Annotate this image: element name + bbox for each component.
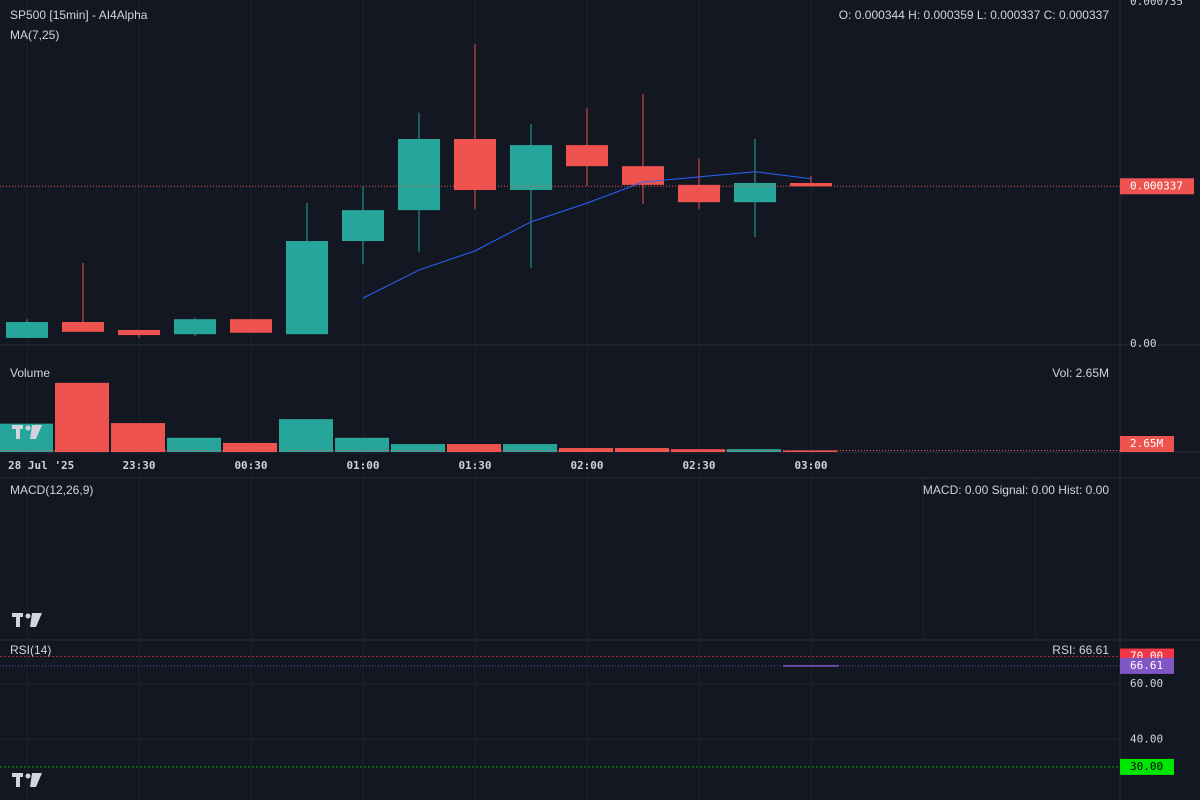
last-price-label: 0.000337 (1130, 179, 1183, 192)
volume-bar (335, 437, 389, 452)
candle-body (510, 145, 552, 191)
x-tick-label: 23:30 (122, 459, 155, 472)
volume-label: 2.65M (1130, 437, 1163, 450)
y-tick-label: 0.000735 (1130, 0, 1183, 8)
logo (12, 773, 42, 787)
level-label: 30.00 (1130, 760, 1163, 773)
plot: 0.00 0.000735 28 Jul '25 23:30 00:30 01:00 01:… (0, 0, 1194, 775)
candle-body (398, 139, 440, 211)
last-price-box (1120, 178, 1194, 195)
volume-bar (503, 444, 557, 452)
volume-bar (223, 442, 277, 452)
candle-body (62, 322, 104, 332)
x-tick-label: 03:00 (794, 459, 827, 472)
volume-bar (279, 419, 333, 452)
volume-bar (671, 449, 725, 452)
macd-title: MACD(12,26,9) (10, 483, 93, 497)
candle-body (6, 322, 48, 338)
candle-body (678, 184, 720, 203)
candle-body (174, 319, 216, 335)
volume-bar (111, 423, 165, 452)
candle-body (342, 210, 384, 242)
x-tick-label: 01:30 (458, 459, 491, 472)
level-box (1120, 758, 1174, 775)
ma-legend: MA(7,25) (10, 28, 59, 42)
candle-body (734, 182, 776, 203)
rsi-value-box (1120, 657, 1174, 674)
volume-bar (783, 450, 837, 452)
ohlc-legend: O: 0.000344 H: 0.000359 L: 0.000337 C: 0… (839, 8, 1110, 22)
chart-title: SP500 [15min] - AI4Alpha (10, 8, 148, 22)
y-tick-label: 60.00 (1130, 677, 1163, 690)
candle-body (230, 319, 272, 333)
volume-bar (391, 444, 445, 452)
candle-body (454, 139, 496, 191)
volume-legend: Vol: 2.65M (1052, 366, 1109, 380)
rsi-title: RSI(14) (10, 643, 51, 657)
y-tick-label: 0.00 (1130, 337, 1157, 350)
volume-bar (167, 437, 221, 452)
x-tick-label: 28 Jul '25 (8, 459, 74, 472)
volume-bar (447, 444, 501, 452)
logo (12, 425, 42, 439)
volume-label-box (1120, 436, 1174, 452)
y-tick-label: 40.00 (1130, 732, 1163, 745)
candle-body (790, 182, 832, 187)
ma-line (362, 171, 812, 299)
x-tick-label: 02:00 (570, 459, 603, 472)
candle-body (622, 166, 664, 185)
rsi-value-label: 66.61 (1130, 659, 1163, 672)
candle-body (566, 145, 608, 167)
macd-legend: MACD: 0.00 Signal: 0.00 Hist: 0.00 (923, 483, 1109, 497)
rsi-legend: RSI: 66.61 (1052, 643, 1109, 657)
x-tick-label: 01:00 (346, 459, 379, 472)
logo (12, 613, 42, 627)
volume-bar (55, 382, 109, 452)
volume-title: Volume (10, 366, 50, 380)
x-tick-label: 02:30 (682, 459, 715, 472)
x-tick-label: 00:30 (234, 459, 267, 472)
candle-body (286, 241, 328, 335)
candle-body (118, 329, 160, 336)
